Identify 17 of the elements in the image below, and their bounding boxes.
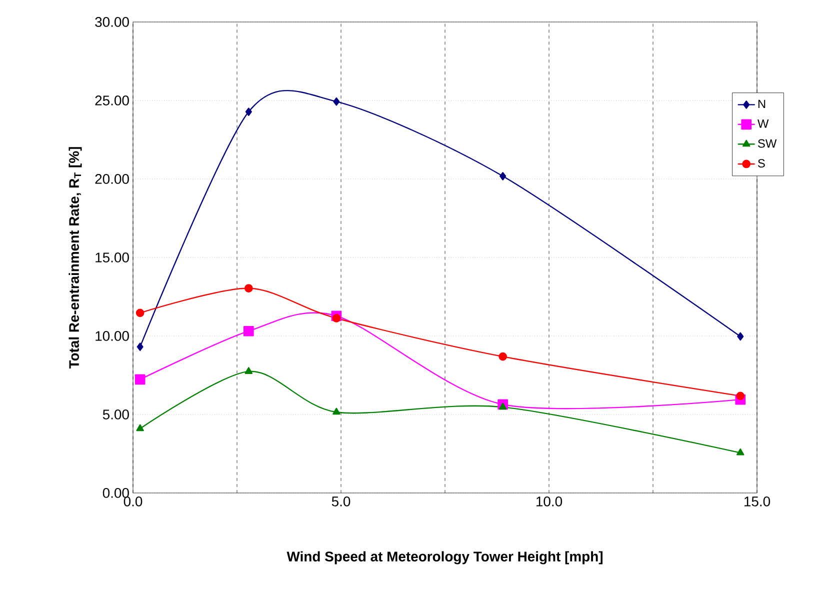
y-tick-label: 0.00: [102, 488, 129, 498]
y-tick-label: 10.00: [96, 331, 129, 341]
legend-label: SW: [758, 139, 777, 148]
x-tick-label: 15.0: [744, 496, 770, 506]
y-tick-label: 25.00: [95, 96, 129, 106]
legend-label: S: [758, 159, 765, 168]
legend-label: N: [758, 100, 766, 108]
y-axis-title: Total Re-entrainment Rate, R$_{T}$ [%]: [68, 147, 82, 369]
y-tick-label: 15.00: [96, 252, 129, 262]
legend-label: W: [757, 120, 769, 128]
y-tick-label: 30.00: [95, 17, 129, 27]
y-tick-label: 20.00: [95, 174, 129, 184]
x-tick-label: 5.0: [332, 496, 350, 506]
y-tick-label: 5.00: [102, 410, 129, 420]
x-tick-label: 10.0: [536, 496, 562, 506]
x-tick-label: 0.0: [124, 496, 142, 506]
x-axis-title: Wind Speed at Meteorology Tower Height [mph]: [286, 551, 602, 564]
